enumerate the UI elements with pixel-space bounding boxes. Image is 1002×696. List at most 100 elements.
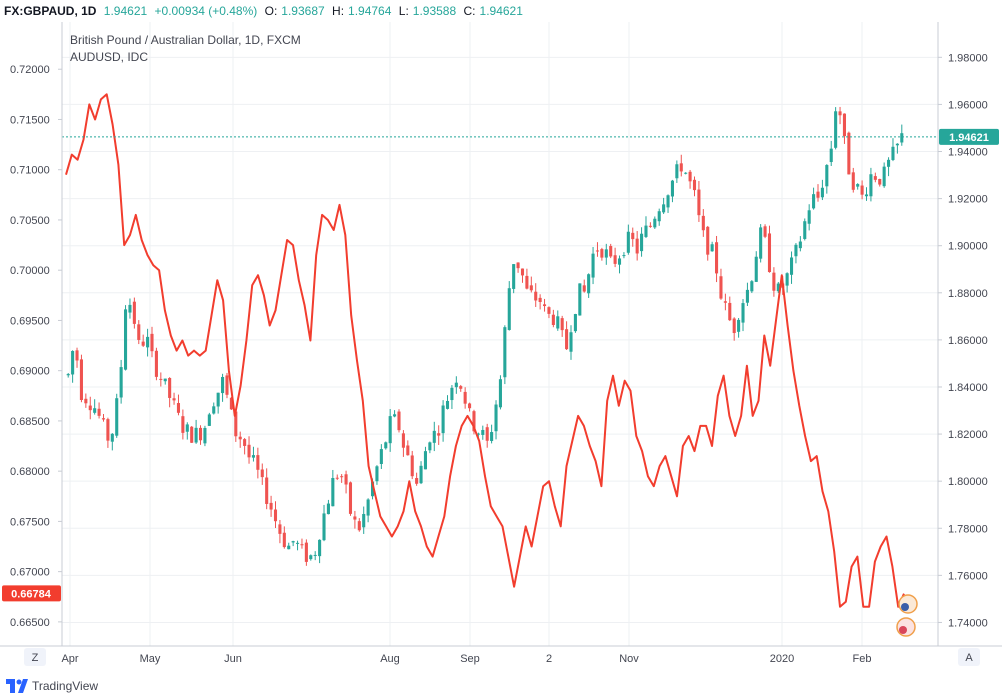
candle-body	[221, 376, 225, 394]
candle-body	[238, 436, 242, 440]
candle-body	[516, 262, 520, 269]
event-flag-dot-icon	[901, 603, 909, 611]
candle-body	[216, 392, 220, 407]
right-tick-label: 1.86000	[948, 335, 988, 347]
zoom-button-label: Z	[32, 652, 39, 664]
candle-body	[688, 171, 692, 182]
right-tick-label: 1.84000	[948, 382, 988, 394]
event-flag-dot-icon	[899, 626, 907, 634]
left-tick-label: 0.71000	[10, 165, 50, 177]
candle-body	[123, 309, 128, 370]
right-tick-label: 1.88000	[948, 288, 988, 300]
left-tick-label: 0.72000	[10, 64, 50, 76]
candle-body	[344, 474, 348, 485]
candle-body	[375, 466, 379, 482]
chart-title[interactable]: British Pound / Australian Dollar, 1D, F…	[70, 33, 301, 47]
symbol-header-bar: FX:GBPAUD, 1D 1.94621 +0.00934 (+0.48%) …	[0, 0, 1002, 22]
candle-body	[882, 166, 886, 187]
left-tick-label: 0.71500	[10, 114, 50, 126]
candle-body	[560, 318, 564, 331]
candle-body	[410, 455, 414, 477]
candle-body	[573, 314, 577, 332]
right-tick-label: 1.74000	[948, 617, 988, 629]
chart-canvas[interactable]: 0.72000 0.71500 0.71000 0.70500 0.70000 0.695…	[0, 0, 1002, 674]
candle-body	[370, 481, 375, 497]
candle-body	[198, 427, 203, 441]
candle-body	[807, 210, 811, 224]
candle-body	[287, 545, 291, 550]
candle-body	[450, 387, 454, 401]
candle-body	[613, 255, 617, 264]
event-marker-upper[interactable]	[898, 594, 918, 614]
candle-body	[812, 194, 816, 209]
candle-body	[101, 418, 106, 420]
price-change: +0.00934 (+0.48%)	[154, 4, 258, 18]
candle-body	[260, 469, 264, 478]
candle-body	[318, 539, 322, 557]
candle-body	[75, 350, 79, 361]
x-tick-label: Feb	[853, 653, 872, 665]
candle-body	[322, 513, 326, 541]
candle-body	[415, 478, 419, 484]
x-tick-label: Sep	[460, 653, 480, 665]
candle-body	[869, 174, 873, 197]
candle-body	[243, 439, 247, 446]
candle-body	[93, 408, 97, 413]
candle-body	[194, 427, 198, 443]
candle-body	[159, 378, 163, 380]
candle-body	[181, 416, 185, 433]
candle-body	[190, 426, 194, 443]
event-flag-icon	[898, 594, 918, 614]
candle-body	[304, 542, 308, 562]
candle-body	[494, 404, 498, 432]
candle-body	[282, 532, 286, 548]
candle-body	[71, 350, 75, 375]
auto-scale-button[interactable]: A	[958, 648, 980, 666]
candle-body	[525, 275, 529, 289]
candle-body	[640, 233, 644, 252]
candle-body	[498, 379, 502, 408]
open-label: O:	[264, 4, 278, 18]
candle-body	[754, 256, 758, 282]
left-price-axis[interactable]: 0.72000 0.71500 0.71000 0.70500 0.70000 0.695…	[10, 64, 62, 629]
event-marker-lower[interactable]	[896, 617, 916, 637]
candle-body	[662, 204, 666, 213]
candle-body	[454, 382, 458, 388]
left-tick-label: 0.67000	[10, 567, 50, 579]
candle-body	[723, 301, 727, 303]
right-price-axis[interactable]: 1.98000 1.96000 1.94000 1.92000 1.90000 1.880…	[938, 52, 988, 629]
candle-body	[798, 241, 802, 249]
x-tick-label: Nov	[619, 653, 639, 665]
left-tick-label: 0.69500	[10, 315, 50, 327]
tradingview-logo-text: TradingView	[32, 679, 99, 693]
candle-body	[891, 146, 895, 160]
candle-body	[300, 544, 304, 546]
candle-body	[291, 541, 295, 543]
candle-body	[340, 476, 344, 478]
candle-body	[728, 302, 732, 321]
zoom-button[interactable]: Z	[24, 648, 46, 666]
time-axis[interactable]: Apr May Jun Aug Sep 2 Nov 2020 Feb	[61, 653, 871, 665]
x-tick-label: 2020	[770, 653, 794, 665]
candle-body	[587, 274, 591, 294]
left-tick-label: 0.68000	[10, 466, 50, 478]
tradingview-logo[interactable]: TradingView	[6, 678, 98, 694]
candle-body	[503, 327, 507, 378]
candle-body	[331, 477, 335, 507]
candle-body	[538, 297, 542, 302]
candle-body	[732, 318, 736, 334]
candle-body	[900, 133, 904, 143]
candle-body	[679, 163, 683, 172]
candle-body	[437, 433, 441, 436]
candle-body	[767, 233, 772, 273]
audusd-line-series	[65, 93, 905, 608]
candle-body	[534, 291, 538, 301]
symbol-name[interactable]: FX:GBPAUD, 1D	[4, 4, 97, 18]
overlay-title[interactable]: AUDUSD, IDC	[70, 50, 148, 64]
last-price: 1.94621	[103, 4, 148, 18]
candle-body	[119, 367, 123, 398]
candle-body	[265, 477, 269, 504]
left-tick-label: 0.69000	[10, 366, 50, 378]
candle-body	[794, 244, 798, 257]
candle-body	[256, 455, 260, 470]
